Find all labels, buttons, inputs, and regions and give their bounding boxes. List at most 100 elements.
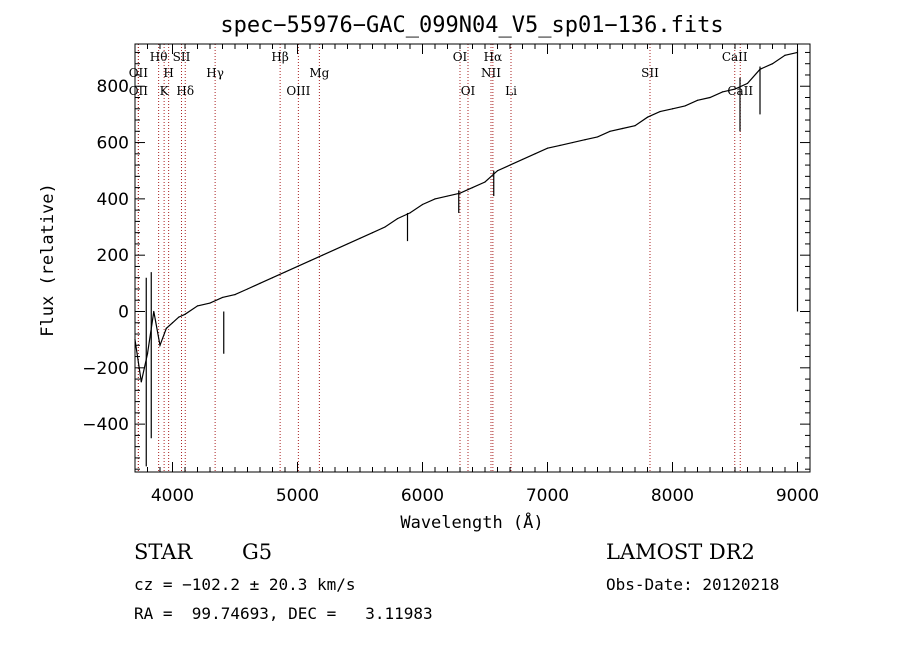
- spectrum-data-point: [196, 305, 199, 307]
- object-subclass: G5: [242, 540, 272, 564]
- spectral-line-label: OI: [453, 50, 468, 64]
- spectrum-data-point: [521, 158, 524, 161]
- spectrum-data-point: [396, 217, 399, 220]
- spectrum-data-point: [334, 248, 336, 251]
- axes: 4000 5000 6000 7000 8000 9000 −400 −200 0 200 400 6…: [82, 43, 819, 506]
- spectral-line-label: SII: [173, 50, 191, 64]
- x-tick-label: 7000: [526, 486, 569, 506]
- spectral-line-label: Hβ: [271, 50, 288, 64]
- spectrum-data-point: [221, 296, 224, 299]
- y-tick-label: −400: [82, 415, 129, 435]
- spectrum-data-point: [684, 105, 686, 107]
- spectrum-data-point: [184, 313, 186, 315]
- x-tick-label: 9000: [776, 486, 819, 506]
- spectral-line-label: H: [163, 66, 173, 80]
- spectrum-data-point: [646, 116, 649, 118]
- spectrum-data-point: [496, 170, 499, 172]
- spectral-line-label: SII: [641, 66, 659, 80]
- y-tick-label: −200: [82, 359, 129, 379]
- spectrum-data-point: [309, 260, 311, 262]
- object-class: STAR: [134, 540, 193, 564]
- spectral-line-label: OII: [129, 84, 149, 98]
- redshift-velocity: cz = −102.2 ± 20.3 km/s: [134, 575, 356, 594]
- spectral-line-label: NII: [481, 66, 501, 80]
- x-tick-label: 8000: [651, 486, 694, 506]
- spectrum-data-point: [634, 125, 636, 127]
- y-axis-label: Flux (relative): [38, 183, 58, 337]
- spectrum-data-point: [621, 127, 624, 130]
- spectrum-data-point: [609, 130, 611, 132]
- spectral-line-label: Hδ: [176, 84, 194, 98]
- spectral-line-label: Hα: [484, 50, 503, 64]
- spectral-line-label: K: [160, 84, 170, 98]
- spectrum-data-point: [321, 254, 324, 256]
- chart-title: spec−55976−GAC_099N04_V5_sp01−136.fits: [220, 13, 723, 38]
- survey-name: LAMOST DR2: [606, 540, 755, 564]
- spectrum-data-point: [371, 232, 374, 234]
- spectrum-data-point: [284, 271, 286, 273]
- spectral-line-label: OIII: [286, 84, 310, 98]
- series-layer: [134, 49, 799, 467]
- spectrum-data-point: [721, 91, 724, 93]
- y-tick-label: 800: [97, 77, 129, 97]
- y-tick-label: 600: [97, 134, 129, 154]
- spectrum-data-point: [140, 381, 142, 383]
- spectrum-data-point: [246, 288, 249, 290]
- spectrum-data-point: [471, 187, 474, 189]
- spectrum-data-point: [559, 144, 561, 146]
- spectrum-data-point: [584, 139, 586, 141]
- spectrum-data-point: [384, 226, 386, 228]
- spectrum-data-point: [146, 353, 149, 355]
- spectrum-data-point: [234, 294, 236, 296]
- spectral-line-label: Hγ: [206, 66, 224, 80]
- spectrum-data-point: [259, 282, 261, 284]
- spectral-line-label: Li: [505, 84, 517, 98]
- spectrum-data-point: [359, 237, 361, 239]
- spectrum-data-point: [771, 63, 774, 65]
- spectrum-data-point: [596, 136, 599, 138]
- spectrum-data-point: [734, 88, 736, 90]
- spectrum-data-point: [446, 195, 449, 197]
- spectrum-data-point: [346, 243, 349, 245]
- spectrum-data-point: [296, 265, 299, 268]
- spectrum-data-point: [271, 277, 274, 279]
- y-tick-label: 200: [97, 246, 129, 266]
- spectrum-data-point: [546, 147, 549, 149]
- spectrum-data-point: [178, 316, 180, 318]
- spectrum-data-point: [671, 108, 674, 110]
- spectrum-data-point: [421, 203, 424, 206]
- spectrum-data-point: [659, 110, 661, 113]
- spectrum-data-point: [534, 153, 536, 155]
- plot-frame: [134, 43, 811, 473]
- spectrum-data-point: [484, 181, 486, 183]
- spectrum-data-point: [409, 212, 411, 214]
- spectrum-data-point: [153, 310, 155, 313]
- spectral-line-label: Mg: [309, 66, 329, 80]
- spectrum-data-point: [459, 192, 461, 194]
- x-tick-label: 4000: [151, 486, 194, 506]
- spectrum-data-point: [159, 344, 161, 346]
- spectrum-data-point: [746, 82, 749, 85]
- spectral-line-label: OI: [461, 84, 476, 98]
- spectrum-data-point: [784, 54, 786, 56]
- spectrum-data-point: [165, 327, 167, 329]
- x-axis-label: Wavelength (Å): [400, 511, 543, 533]
- spectral-line-markers: [137, 44, 741, 472]
- spectral-line-label: CaII: [722, 50, 748, 64]
- spectrum-data-point: [696, 99, 699, 101]
- spectrum-data-point: [209, 302, 211, 304]
- coordinates: RA = 99.74693, DEC = 3.11983: [134, 604, 433, 623]
- spectrum-data-point: [171, 322, 174, 324]
- y-tick-label: 400: [97, 190, 129, 210]
- spectrum-data-point: [434, 198, 436, 200]
- spectral-line-label: Hθ: [150, 50, 168, 64]
- y-tick-label: 0: [118, 303, 129, 323]
- x-tick-label: 5000: [276, 486, 319, 506]
- spectral-line-label: OII: [129, 66, 149, 80]
- observation-date: Obs-Date: 20120218: [606, 575, 779, 594]
- spectrum-series-line: [134, 51, 798, 383]
- spectrum-data-point: [509, 164, 511, 166]
- spectrum-data-point: [571, 141, 574, 144]
